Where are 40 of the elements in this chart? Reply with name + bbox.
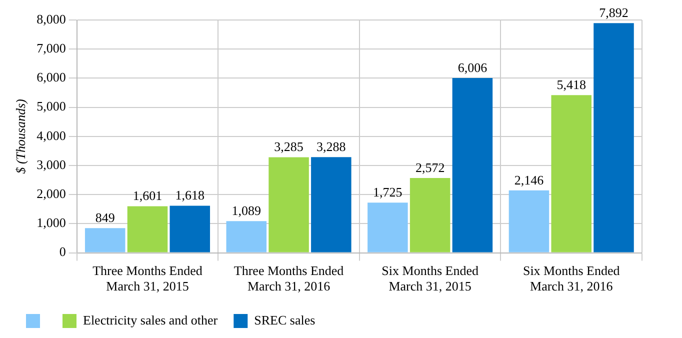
data-label: 849 [95,210,115,226]
bar [311,157,352,252]
legend-label: SREC sales [254,312,316,328]
x-tick-label: Six Months Ended March 31, 2015 [382,263,479,294]
bar [84,228,126,252]
data-label: 2,146 [514,172,544,188]
bar [508,190,550,252]
data-label: 2,572 [415,160,445,175]
data-label: 1,725 [373,184,402,200]
bar [551,95,592,252]
bar [594,23,634,252]
legend-label: Electricity sales and other [83,312,218,328]
bar [226,221,267,252]
y-tick-label: 6,000 [36,70,66,85]
bar [452,78,493,252]
data-label: 3,288 [316,139,346,154]
bar [127,206,168,252]
x-tick-label: Three Months Ended March 31, 2016 [234,263,344,294]
data-label: 1,601 [132,188,162,204]
data-label: 7,892 [599,5,628,20]
data-label: 6,006 [458,60,488,75]
bar [170,206,210,252]
y-axis-title: $ (Thousands) [13,99,28,174]
y-tick-label: 2,000 [36,186,66,202]
data-label: 1,089 [232,203,262,218]
bar [410,178,450,252]
y-tick-label: 4,000 [36,128,66,143]
y-tick-label: 1,000 [36,215,66,230]
y-tick-label: 0 [59,244,66,260]
y-tick-label: 3,000 [36,156,66,172]
data-label: 3,285 [274,139,304,154]
x-tick-label: Six Months Ended March 31, 2016 [522,263,620,294]
x-tick-label: Three Months Ended March 31, 2015 [92,263,203,294]
y-tick-label: 8,000 [36,11,66,26]
data-label: 1,618 [175,188,205,203]
bar [268,157,309,252]
bar [368,202,408,252]
y-tick-label: 5,000 [36,98,66,114]
y-tick-label: 7,000 [36,40,66,56]
data-label: 5,418 [556,77,586,92]
